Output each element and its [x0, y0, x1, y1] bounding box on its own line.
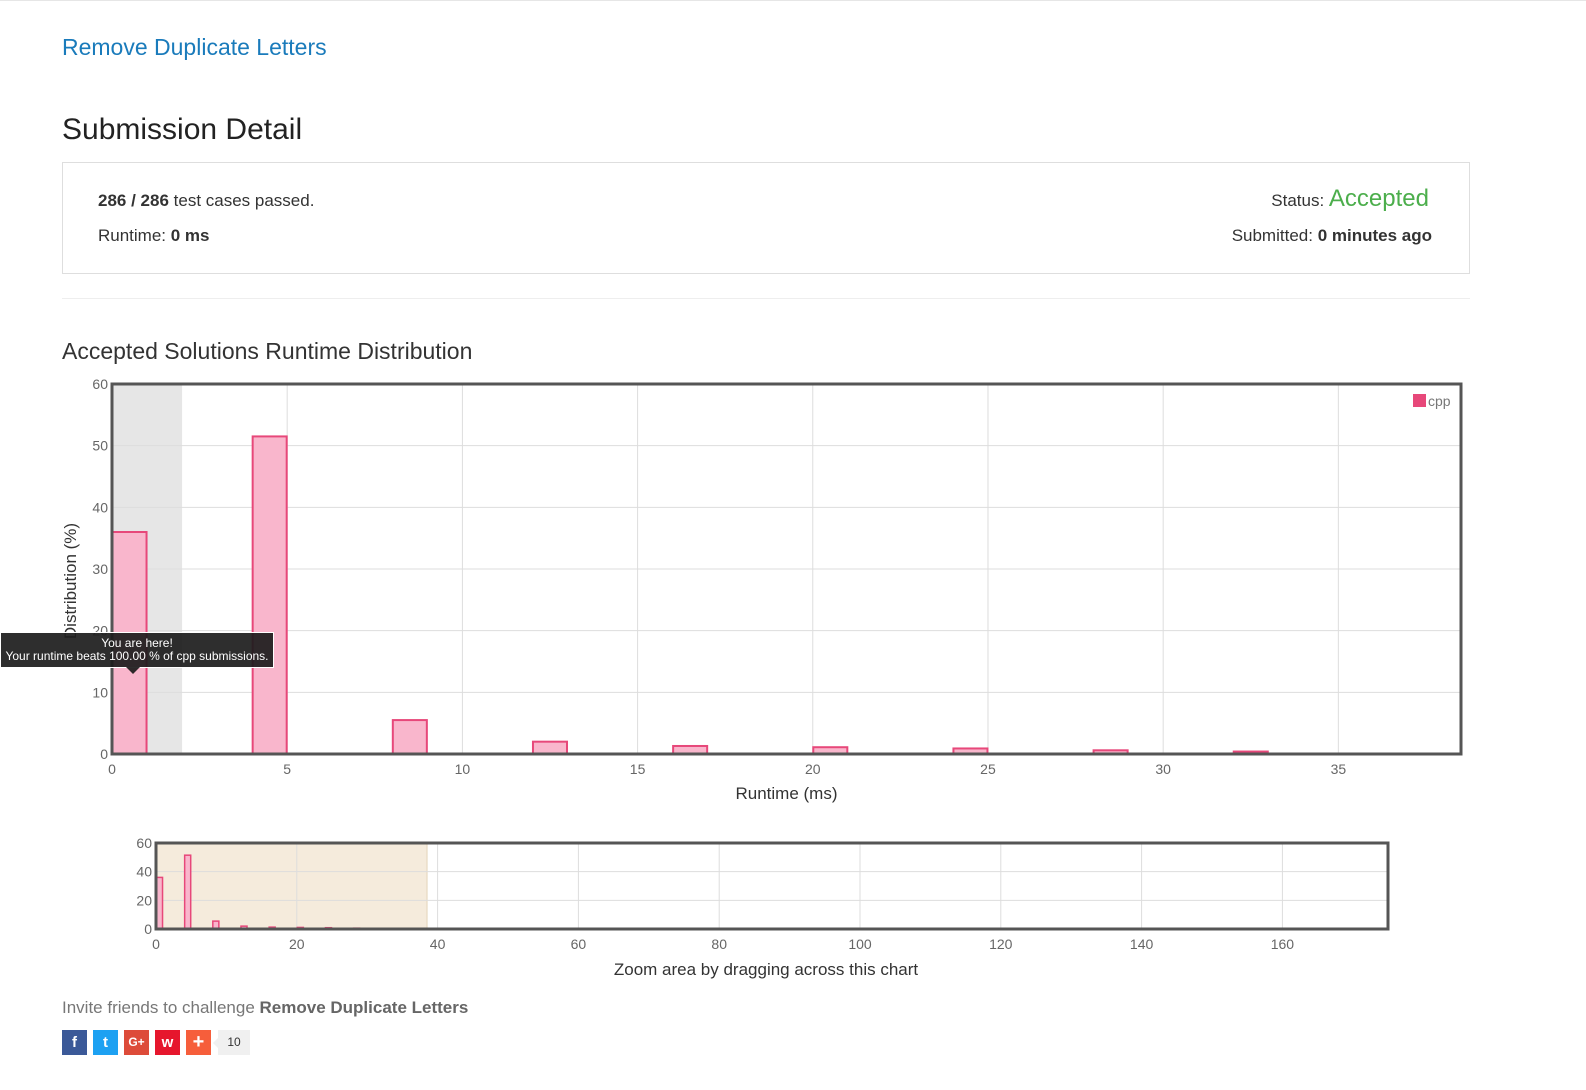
google-plus-share-button[interactable]: G+	[124, 1030, 149, 1055]
y-tick-label: 20	[136, 892, 152, 908]
x-tick-label: 15	[630, 761, 646, 777]
x-tick-label: 35	[1331, 761, 1347, 777]
test-cases-summary: 286 / 286 test cases passed.	[98, 191, 314, 211]
status-label: Status:	[1271, 191, 1329, 210]
tooltip-line-1: You are here!	[101, 636, 173, 650]
count-separator: /	[126, 191, 141, 210]
legend-label: cpp	[1428, 393, 1451, 409]
invite-text: Invite friends to challenge Remove Dupli…	[62, 998, 468, 1018]
plot-border	[110, 382, 1463, 756]
facebook-share-button[interactable]: f	[62, 1030, 87, 1055]
bar	[531, 740, 569, 756]
tooltip-line-2: Your runtime beats 100.00 % of cpp submi…	[5, 649, 269, 663]
submitted-label: Submitted:	[1231, 226, 1318, 245]
x-axis-label: Zoom area by dragging across this chart	[614, 960, 919, 979]
total-count: 286	[140, 191, 169, 210]
share-count-badge: 10	[213, 1030, 250, 1055]
x-tick-label: 20	[805, 761, 821, 777]
y-tick-label: 10	[92, 684, 108, 700]
top-border	[0, 0, 1586, 1]
add-icon: +	[192, 1031, 205, 1053]
submitted-summary: Submitted: 0 minutes ago	[1232, 226, 1432, 246]
invite-problem-name: Remove Duplicate Letters	[259, 998, 469, 1017]
x-tick-label: 30	[1155, 761, 1171, 777]
twitter-icon: t	[103, 1034, 108, 1051]
x-tick-label: 160	[1271, 936, 1295, 952]
x-tick-label: 5	[283, 761, 291, 777]
y-tick-label: 0	[100, 746, 108, 762]
legend-swatch	[1413, 394, 1426, 407]
runtime-value: 0 ms	[170, 226, 210, 245]
x-tick-label: 140	[1130, 936, 1154, 952]
distribution-title: Accepted Solutions Runtime Distribution	[62, 338, 473, 364]
x-tick-label: 0	[152, 936, 160, 952]
x-tick-label: 60	[571, 936, 587, 952]
x-tick-label: 25	[980, 761, 996, 777]
weibo-icon: w	[161, 1034, 174, 1051]
problem-title-link[interactable]: Remove Duplicate Letters	[62, 34, 327, 60]
x-tick-label: 80	[711, 936, 727, 952]
page-title: Submission Detail	[62, 113, 303, 146]
passed-suffix: test cases passed.	[168, 191, 315, 210]
status-summary: Status: Accepted	[1271, 185, 1429, 213]
status-badge: Accepted	[1328, 185, 1429, 212]
facebook-icon: f	[72, 1034, 77, 1051]
y-tick-label: 40	[92, 499, 108, 515]
y-tick-label: 40	[136, 864, 152, 880]
plot-border	[154, 841, 1390, 931]
x-tick-label: 40	[430, 936, 446, 952]
y-tick-label: 60	[136, 835, 152, 851]
runtime-tooltip: You are here! Your runtime beats 100.00 …	[0, 632, 274, 668]
section-divider	[62, 298, 1470, 299]
bar	[391, 719, 428, 755]
x-tick-label: 120	[989, 936, 1013, 952]
zoom-selection	[155, 842, 428, 930]
bar	[183, 854, 192, 930]
tooltip-arrow	[126, 667, 140, 674]
runtime-label: Runtime:	[98, 226, 171, 245]
runtime-summary: Runtime: 0 ms	[98, 226, 210, 246]
invite-prefix: Invite friends to challenge	[62, 998, 260, 1017]
x-tick-label: 20	[289, 936, 305, 952]
twitter-share-button[interactable]: t	[93, 1030, 118, 1055]
x-axis-label: Runtime (ms)	[735, 784, 837, 803]
weibo-share-button[interactable]: w	[155, 1030, 180, 1055]
y-axis-label: Distribution (%)	[61, 523, 80, 639]
x-tick-label: 0	[108, 761, 116, 777]
x-tick-label: 100	[848, 936, 872, 952]
y-tick-label: 30	[92, 561, 108, 577]
passed-count: 286	[98, 191, 127, 210]
x-tick-label: 10	[455, 761, 471, 777]
more-share-button[interactable]: +	[186, 1030, 211, 1055]
zoom-navigator-chart[interactable]: 0 20 40 60 80 100 120 140 160 0 20 40 60 Zoom area by…	[136, 835, 1390, 979]
y-tick-label: 50	[92, 438, 108, 454]
y-tick-label: 60	[92, 376, 108, 392]
submission-summary-panel: 286 / 286 test cases passed. Runtime: 0 …	[62, 162, 1470, 274]
y-tick-label: 0	[144, 921, 152, 937]
google-plus-icon: G+	[128, 1035, 145, 1049]
bar	[251, 435, 288, 755]
submitted-value: 0 minutes ago	[1317, 226, 1432, 245]
